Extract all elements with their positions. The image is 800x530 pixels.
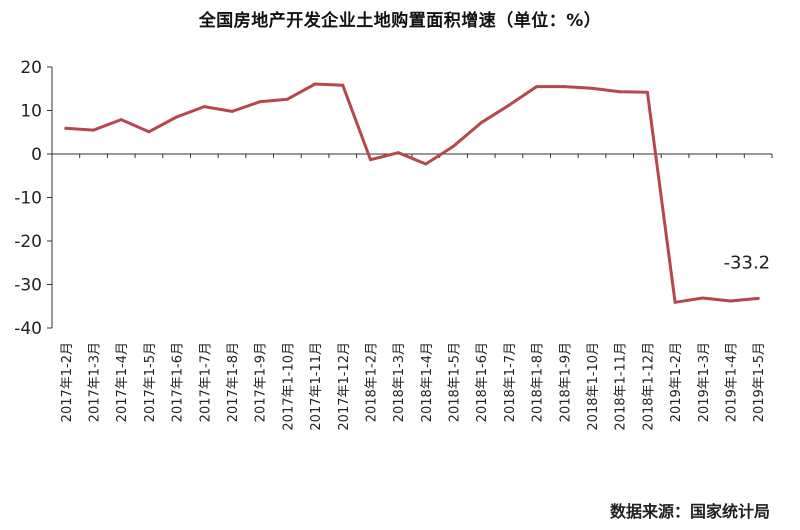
data-point: [313, 82, 317, 86]
y-tick-label: -30: [14, 276, 42, 296]
x-tick-label: 2019年1-2月: [669, 342, 684, 422]
chart-title: 全国房地产开发企业土地购置面积增速（单位：%）: [198, 11, 602, 31]
x-tick-label: 2018年1-12月: [641, 342, 656, 431]
data-point: [147, 130, 151, 134]
data-point: [424, 162, 428, 166]
data-point: [285, 97, 289, 101]
data-point: [618, 90, 622, 94]
data-point: [92, 128, 96, 132]
x-tick-label: 2018年1-3月: [392, 342, 407, 422]
series-line: [64, 82, 760, 304]
data-point: [230, 109, 234, 113]
x-tick-label: 2019年1-5月: [752, 342, 767, 422]
x-tick-label: 2017年1-10月: [281, 342, 296, 431]
x-tick-label: 2019年1-4月: [724, 342, 739, 422]
data-point: [701, 296, 705, 300]
data-point: [645, 90, 649, 94]
data-point: [756, 296, 760, 300]
data-point: [64, 126, 68, 130]
x-tick-label: 2017年1-2月: [60, 342, 75, 422]
y-tick-label: -10: [14, 189, 42, 209]
data-point: [507, 103, 511, 107]
data-label-last: -33.2: [724, 252, 771, 273]
y-tick-label: 10: [20, 102, 42, 122]
data-point: [119, 118, 123, 122]
x-tick-label: 2017年1-9月: [254, 342, 269, 422]
y-tick-label: 0: [31, 145, 42, 165]
x-tick-label: 2018年1-7月: [503, 342, 518, 422]
x-tick-label: 2018年1-10月: [586, 342, 601, 431]
x-tick-label: 2017年1-12月: [337, 342, 352, 431]
data-point: [479, 121, 483, 125]
x-tick-label: 2018年1-8月: [531, 342, 546, 422]
data-point: [341, 83, 345, 87]
x-tick-label: 2019年1-3月: [697, 342, 712, 422]
data-point: [202, 105, 206, 109]
data-point: [452, 144, 456, 148]
y-tick-label: -40: [14, 319, 42, 339]
x-tick-label: 2017年1-4月: [115, 342, 130, 422]
data-point: [258, 100, 262, 104]
y-tick-label: 20: [20, 58, 42, 78]
x-tick-label: 2017年1-5月: [143, 342, 158, 422]
x-tick-label: 2017年1-11月: [309, 342, 324, 431]
data-point: [728, 299, 732, 303]
data-point: [368, 158, 372, 162]
data-point: [175, 115, 179, 119]
x-tick-label: 2017年1-7月: [198, 342, 213, 422]
x-tick-label: 2017年1-8月: [226, 342, 241, 422]
data-point: [562, 85, 566, 89]
x-tick-label: 2018年1-6月: [475, 342, 490, 422]
y-tick-label: -20: [14, 232, 42, 252]
data-point: [396, 151, 400, 155]
data-point: [590, 86, 594, 90]
x-tick-label: 2017年1-3月: [88, 342, 103, 422]
data-point: [535, 85, 539, 89]
x-tick-label: 2018年1-4月: [420, 342, 435, 422]
x-tick-label: 2018年1-5月: [448, 342, 463, 422]
data-source-note: 数据来源：国家统计局: [609, 502, 770, 521]
x-tick-label: 2018年1-2月: [364, 342, 379, 422]
x-tick-label: 2018年1-9月: [558, 342, 573, 422]
data-point: [673, 300, 677, 304]
x-tick-label: 2018年1-11月: [614, 342, 629, 431]
x-tick-label: 2017年1-6月: [171, 342, 186, 422]
